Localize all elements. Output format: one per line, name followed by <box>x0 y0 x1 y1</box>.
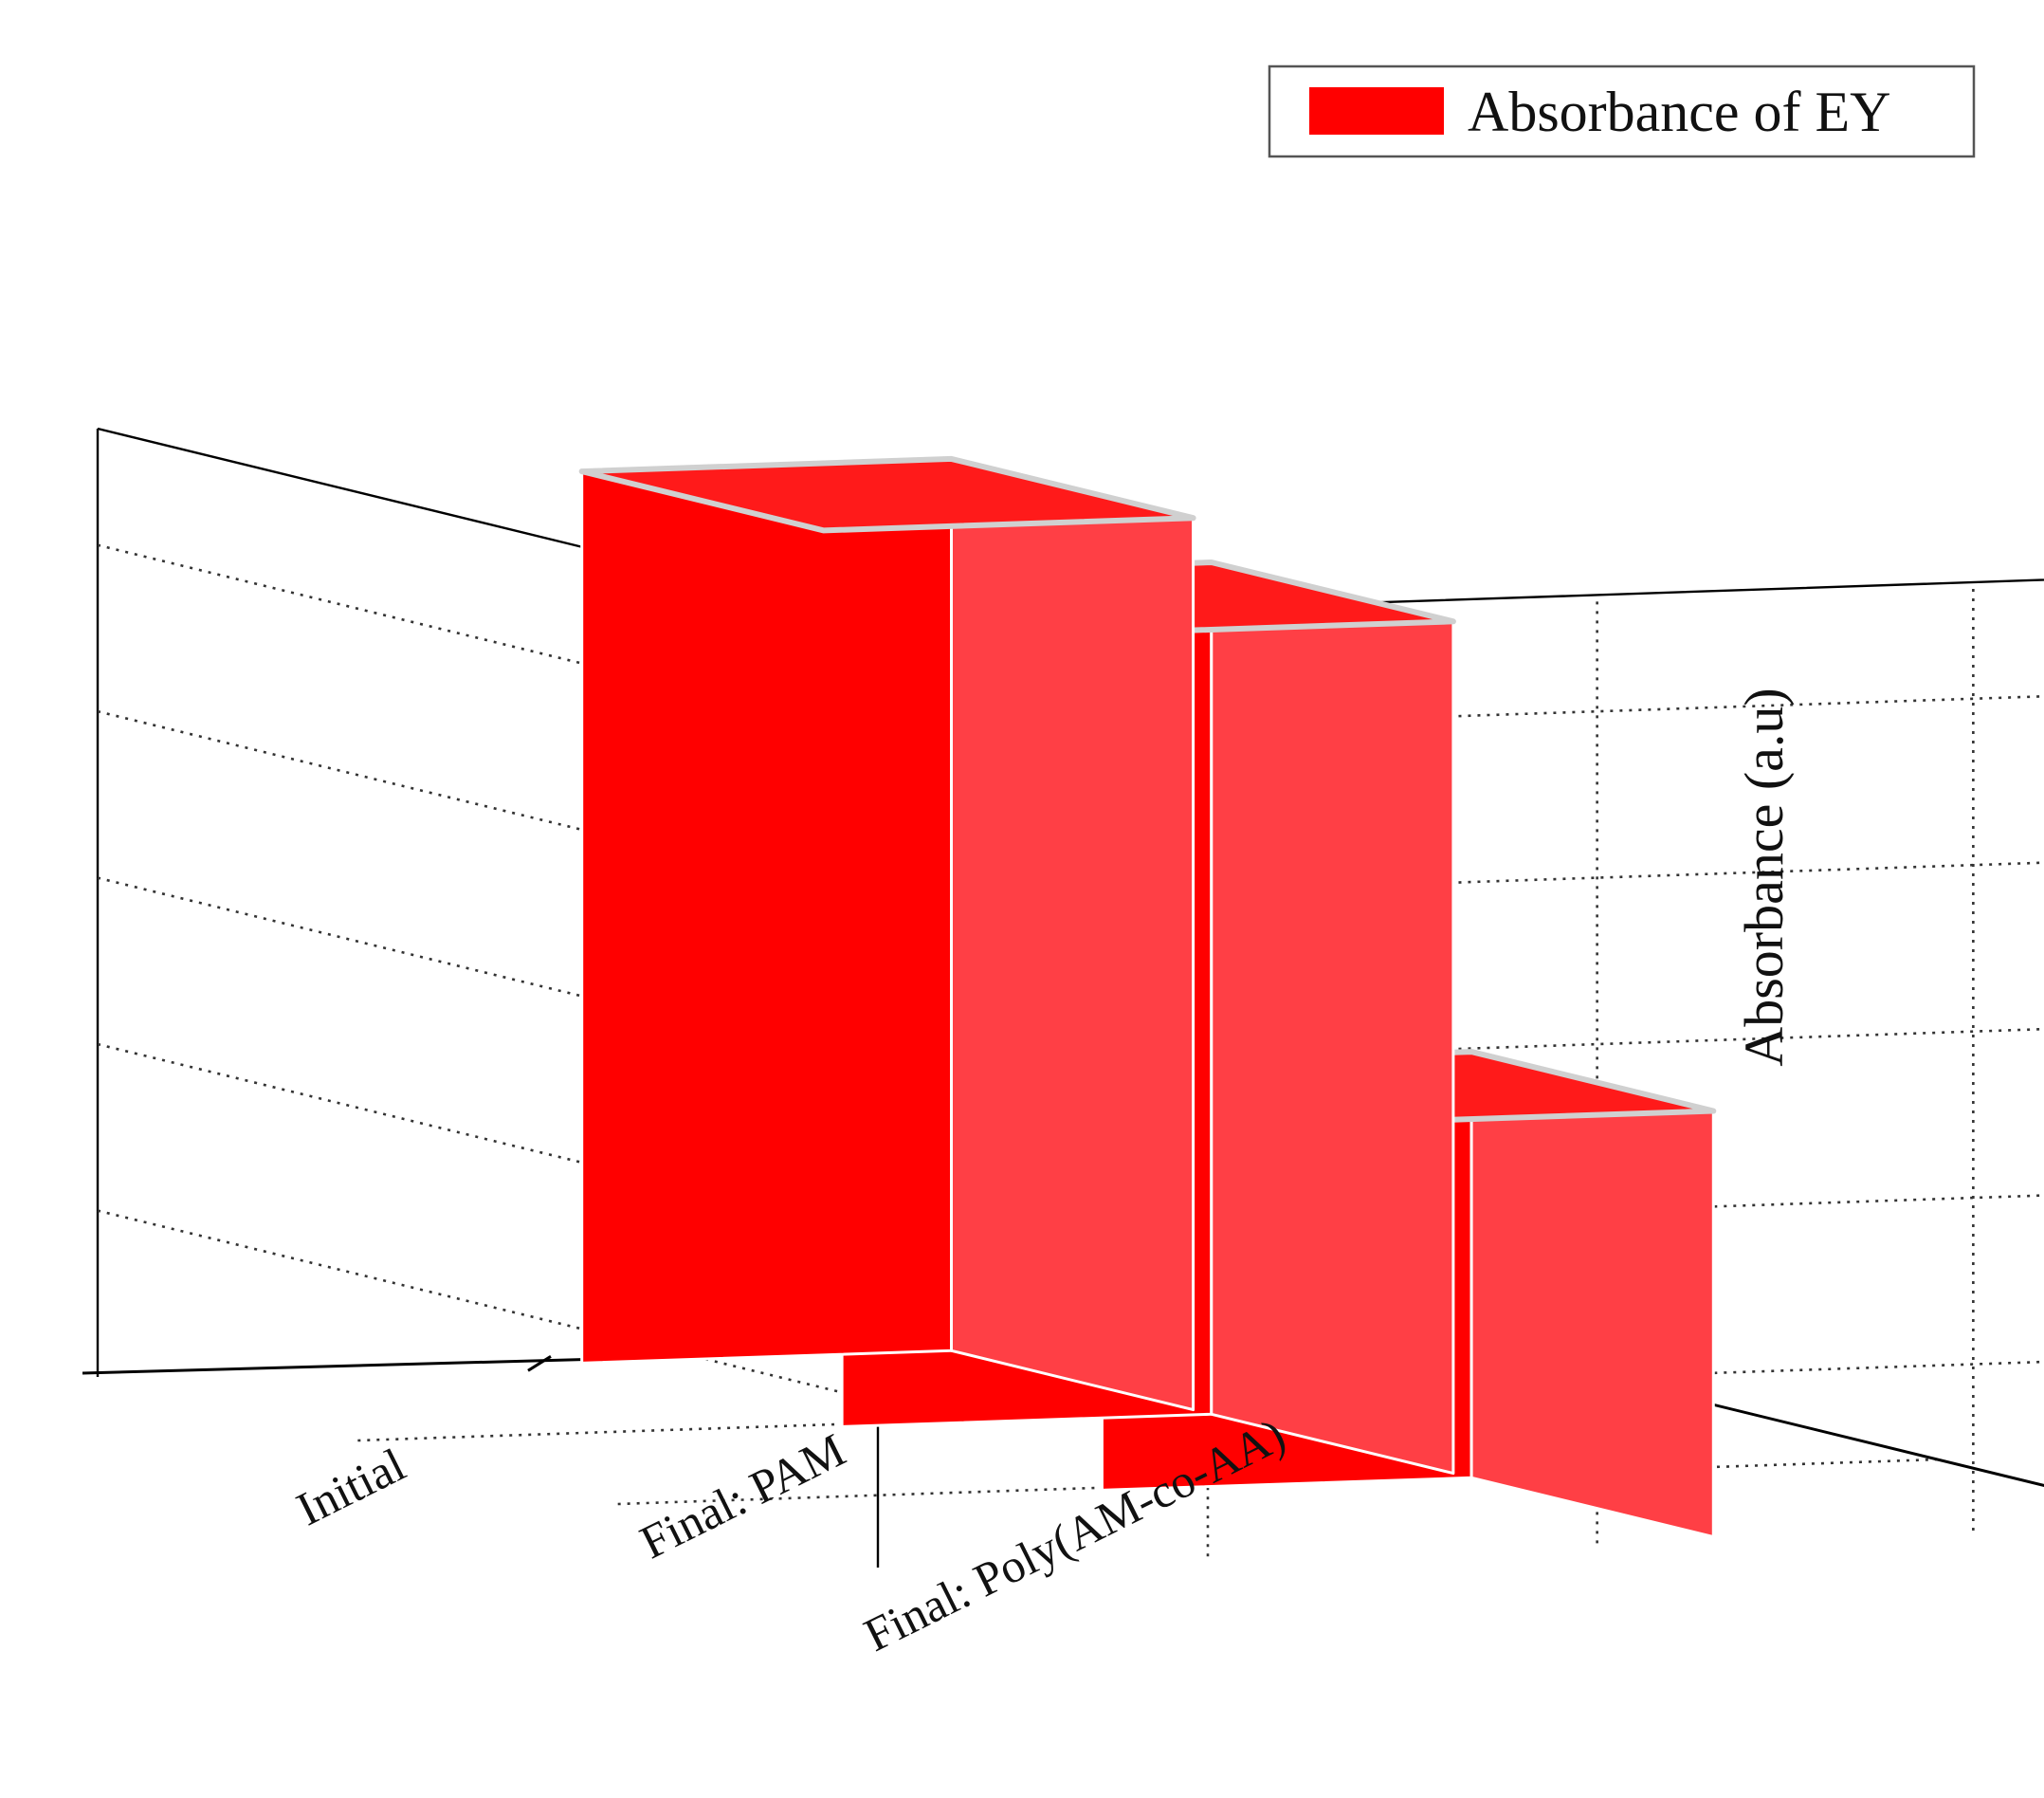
x-tick-label: Initial <box>288 1438 413 1535</box>
bar-front-face <box>580 457 953 1365</box>
bar-0 <box>578 455 1196 1412</box>
y-axis-title: Absorbance (a.u) <box>1733 688 1795 1066</box>
bar-side-face <box>1469 1050 1715 1539</box>
bars <box>578 455 1717 1539</box>
legend-label: Absorbance of EY <box>1468 81 1891 143</box>
horizontal-grid-line-3 <box>97 876 2044 1071</box>
legend: Absorbance of EY <box>1268 64 1976 158</box>
bar-side-face <box>1210 560 1455 1476</box>
x-tick-label: Final: PAM <box>631 1422 852 1569</box>
horizontal-grid-line-2 <box>97 1042 2044 1237</box>
floor-grid-line-2 <box>617 1458 1938 1506</box>
bar-side-face <box>950 457 1195 1412</box>
horizontal-grid-line-1 <box>97 1209 2044 1403</box>
bar-top-face <box>578 455 1196 534</box>
category-tick-1 <box>527 1355 552 1372</box>
horizontal-grid-line-5 <box>97 543 2044 738</box>
x-tick-label: Final: Poly(AM-co-AA) <box>856 1408 1293 1662</box>
horizontal-grid-line-4 <box>97 709 2044 904</box>
legend-swatch <box>1309 87 1444 135</box>
